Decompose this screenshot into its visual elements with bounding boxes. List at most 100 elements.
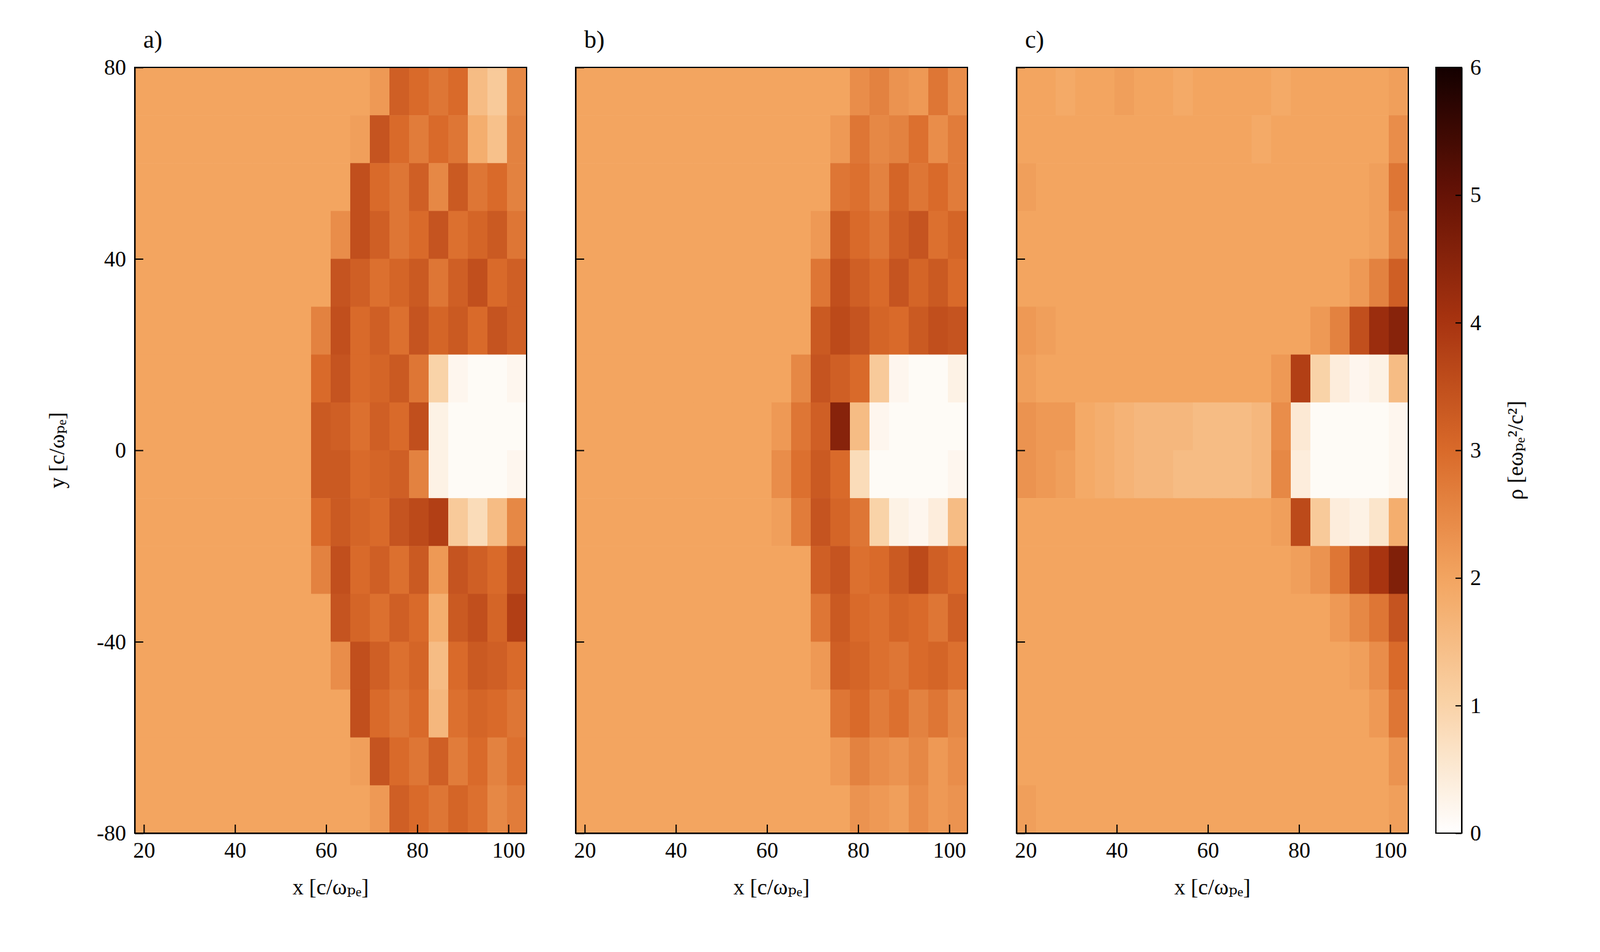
cell: [673, 210, 694, 260]
cell: [1016, 450, 1037, 499]
cell: [1094, 210, 1116, 260]
cell: [389, 497, 410, 547]
cell: [908, 737, 929, 786]
cell: [1231, 210, 1253, 260]
cell: [1251, 737, 1272, 786]
cell: [751, 737, 773, 786]
cell: [1173, 497, 1194, 547]
cell: [869, 354, 890, 403]
cell: [1075, 593, 1096, 642]
cell: [271, 115, 293, 164]
cell: [1231, 689, 1253, 738]
cell: [1349, 641, 1370, 691]
cell: [409, 259, 430, 308]
cell: [1134, 737, 1155, 786]
cell: [467, 115, 489, 164]
cell: [1251, 354, 1272, 403]
cell: [849, 354, 871, 403]
cell: [1016, 67, 1037, 116]
cell: [350, 689, 371, 738]
tick-mark: [575, 641, 585, 643]
cell: [928, 450, 949, 499]
cell: [1016, 689, 1037, 738]
cell: [1388, 737, 1409, 786]
cell: [1153, 354, 1174, 403]
cell: [389, 450, 410, 499]
cell: [751, 784, 773, 833]
cell: [428, 784, 449, 833]
cell: [1369, 210, 1390, 260]
cell: [1290, 402, 1311, 451]
cell: [409, 115, 430, 164]
cell: [1036, 641, 1057, 691]
cell: [252, 259, 273, 308]
tick-mark: [134, 67, 144, 69]
cell: [653, 306, 675, 356]
cell: [1055, 162, 1076, 212]
colorbar-ramp: [1435, 67, 1462, 833]
cell: [1349, 450, 1370, 499]
cell: [213, 115, 234, 164]
cell: [1173, 784, 1194, 833]
cell: [448, 593, 469, 642]
cell: [1094, 402, 1116, 451]
cell: [1271, 641, 1292, 691]
cell: [1016, 593, 1037, 642]
cell: [1329, 737, 1351, 786]
tick-label: 20: [573, 837, 596, 863]
cell: [507, 162, 527, 212]
cell: [947, 545, 968, 594]
tick-label: 1: [1470, 693, 1482, 718]
tick-label: 80: [1288, 837, 1311, 863]
tick-mark: [1207, 824, 1209, 833]
cell: [1036, 354, 1057, 403]
cell: [271, 210, 293, 260]
cell: [252, 450, 273, 499]
cell: [693, 402, 714, 451]
cell: [467, 593, 489, 642]
cell: [173, 784, 195, 833]
cell: [908, 210, 929, 260]
cell: [1036, 545, 1057, 594]
cell: [1075, 162, 1096, 212]
cell: [1016, 115, 1037, 164]
cell: [1290, 497, 1311, 547]
cell: [693, 306, 714, 356]
cell: [1388, 162, 1409, 212]
cell: [213, 737, 234, 786]
cell: [291, 259, 312, 308]
cell: [1212, 497, 1233, 547]
cell: [849, 67, 871, 116]
cell: [908, 593, 929, 642]
tick-mark: [508, 824, 510, 833]
cell: [448, 784, 469, 833]
cell: [487, 593, 508, 642]
cell: [1153, 497, 1174, 547]
cell: [1310, 450, 1331, 499]
cell: [1349, 593, 1370, 642]
cell: [869, 545, 890, 594]
cell: [1349, 162, 1370, 212]
cell: [507, 402, 527, 451]
cell: [369, 784, 391, 833]
tick-mark: [1455, 832, 1462, 834]
cell: [1310, 784, 1331, 833]
cell: [507, 115, 527, 164]
cell: [428, 689, 449, 738]
cell: [193, 67, 214, 116]
cell: [575, 354, 596, 403]
cell: [134, 450, 155, 499]
cell: [849, 402, 871, 451]
cell: [1310, 545, 1331, 594]
cell: [1036, 67, 1057, 116]
plot-frame: [1016, 67, 1409, 833]
tick: 1: [1455, 693, 1482, 718]
cell: [712, 689, 733, 738]
cell: [732, 259, 753, 308]
cell: [1192, 497, 1214, 547]
cell: [712, 67, 733, 116]
cell: [311, 115, 332, 164]
cell: [1369, 402, 1390, 451]
cell: [732, 737, 753, 786]
cell: [311, 497, 332, 547]
